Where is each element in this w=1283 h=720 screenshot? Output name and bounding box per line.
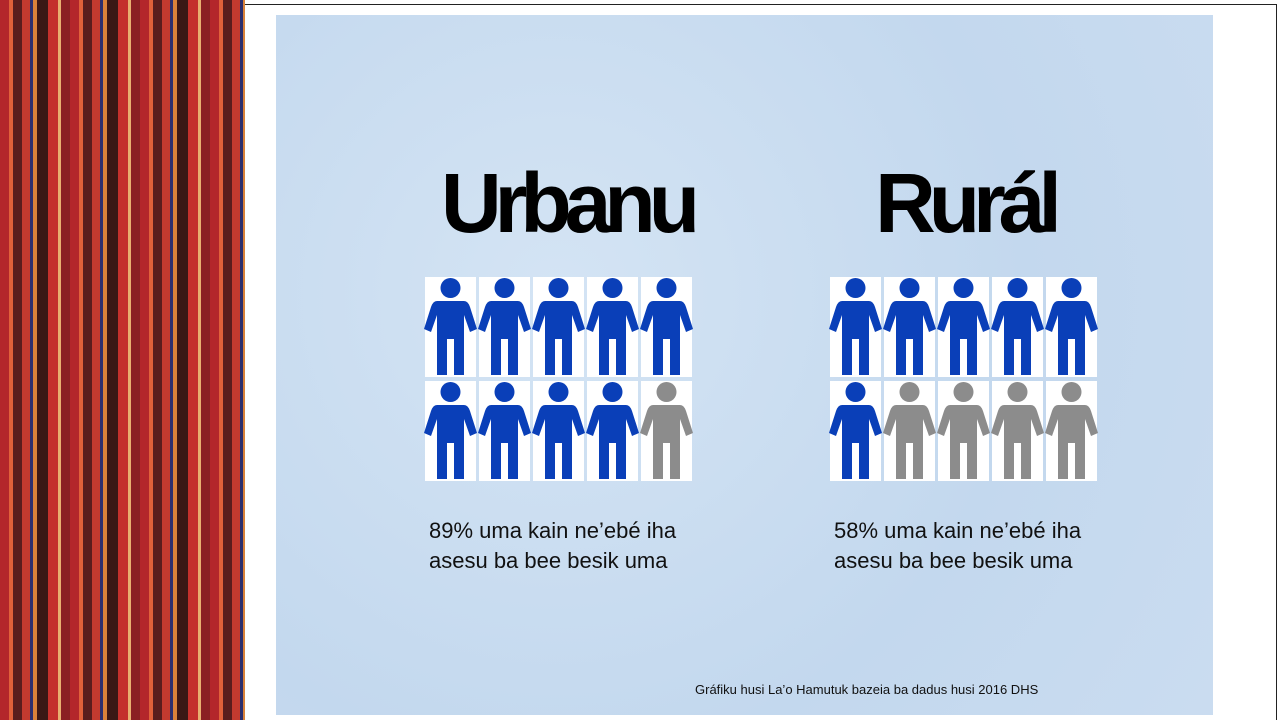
- panel-text: asesu ba bee besik uma: [429, 548, 668, 573]
- icon-head: [602, 382, 623, 402]
- icon-head: [440, 278, 461, 298]
- textile-image: [0, 0, 245, 720]
- icon-head: [899, 382, 920, 402]
- icon-head: [548, 382, 569, 402]
- person-icon: [640, 381, 693, 481]
- person-icon: [937, 381, 990, 481]
- icon-body: [532, 301, 585, 375]
- person-icon: [883, 277, 936, 377]
- icon-body: [883, 405, 936, 479]
- icon-body: [478, 405, 531, 479]
- icon-body: [1045, 301, 1098, 375]
- person-icon: [1045, 277, 1098, 377]
- icon-head: [440, 382, 461, 402]
- person-icon: [991, 277, 1044, 377]
- frame: [245, 4, 1277, 720]
- icon-head: [656, 382, 677, 402]
- icon-head: [953, 382, 974, 402]
- footer: Gráfiku husi La’o Hamutuk bazeia ba dadu…: [695, 682, 1039, 697]
- icon-body: [829, 405, 882, 479]
- person-icon: [829, 381, 882, 481]
- icon-body: [1045, 405, 1098, 479]
- icon-body: [586, 301, 639, 375]
- person-icon: [1045, 381, 1098, 481]
- person-icon: [937, 277, 990, 377]
- icon-body: [424, 405, 477, 479]
- person-icon: [532, 277, 585, 377]
- person-icon: [586, 381, 639, 481]
- icon-body: [991, 301, 1044, 375]
- person-icon: [424, 277, 477, 377]
- icon-head: [494, 278, 515, 298]
- icon-body: [532, 405, 585, 479]
- icon-head: [845, 278, 866, 298]
- icon-head: [953, 278, 974, 298]
- icon-head: [845, 382, 866, 402]
- person-icon: [640, 277, 693, 377]
- panel-title: Rurál: [875, 156, 1056, 250]
- person-icon: [883, 381, 936, 481]
- icon-body: [937, 301, 990, 375]
- panel-text: 58% uma kain ne’ebé iha: [834, 518, 1082, 543]
- icon-body: [640, 405, 693, 479]
- icon-head: [1007, 382, 1028, 402]
- icon-body: [586, 405, 639, 479]
- icon-body: [937, 405, 990, 479]
- icon-head: [602, 278, 623, 298]
- icon-head: [899, 278, 920, 298]
- person-icon: [532, 381, 585, 481]
- icon-body: [883, 301, 936, 375]
- icon-head: [1061, 382, 1082, 402]
- person-icon: [991, 381, 1044, 481]
- icon-body: [640, 301, 693, 375]
- panel-title: Urbanu: [441, 156, 695, 250]
- icon-head: [656, 278, 677, 298]
- icon-head: [1061, 278, 1082, 298]
- icon-head: [1007, 278, 1028, 298]
- icon-body: [424, 301, 477, 375]
- icon-head: [494, 382, 515, 402]
- panel-text: 89% uma kain ne’ebé iha: [429, 518, 677, 543]
- panel-text: asesu ba bee besik uma: [834, 548, 1073, 573]
- icon-body: [829, 301, 882, 375]
- person-icon: [478, 277, 531, 377]
- person-icon: [478, 381, 531, 481]
- person-icon: [829, 277, 882, 377]
- icon-body: [478, 301, 531, 375]
- person-icon: [586, 277, 639, 377]
- person-icon: [424, 381, 477, 481]
- icon-head: [548, 278, 569, 298]
- icon-body: [991, 405, 1044, 479]
